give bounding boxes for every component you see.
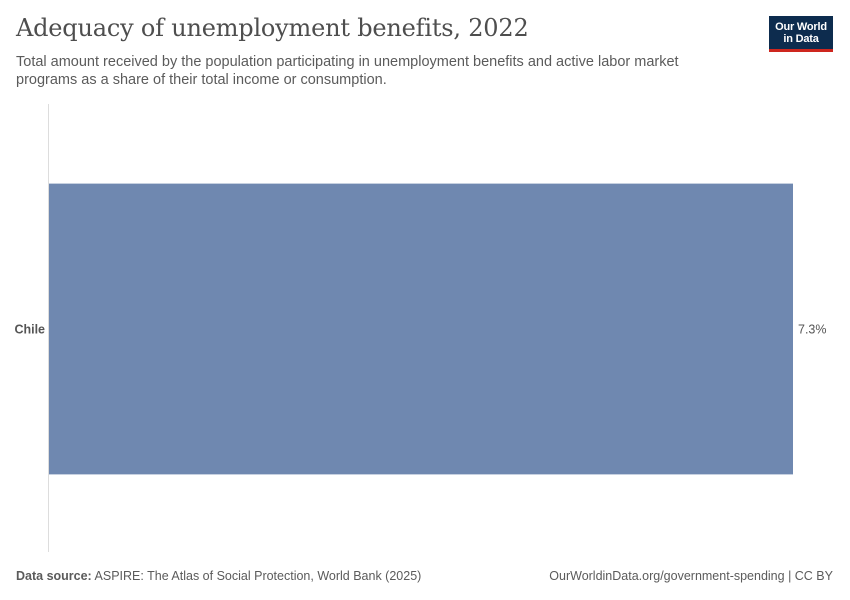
data-source-label: Data source:	[16, 569, 92, 583]
value-label: 7.3%	[798, 323, 827, 337]
logo-line-1: Our World	[775, 21, 827, 33]
data-source: Data source: ASPIRE: The Atlas of Social…	[16, 569, 421, 583]
url-license[interactable]: OurWorldinData.org/government-spending |…	[549, 569, 833, 583]
owid-logo[interactable]: Our World in Data	[769, 16, 833, 52]
logo-line-2: in Data	[783, 33, 819, 45]
chart-title: Adequacy of unemployment benefits, 2022	[16, 14, 529, 42]
chart-subtitle: Total amount received by the population …	[16, 54, 679, 88]
bars-group: Chile 7.3%	[14, 183, 827, 475]
bar-chile[interactable]	[49, 183, 793, 475]
category-label: Chile	[14, 323, 45, 337]
data-source-text[interactable]: ASPIRE: The Atlas of Social Protection, …	[94, 569, 422, 583]
